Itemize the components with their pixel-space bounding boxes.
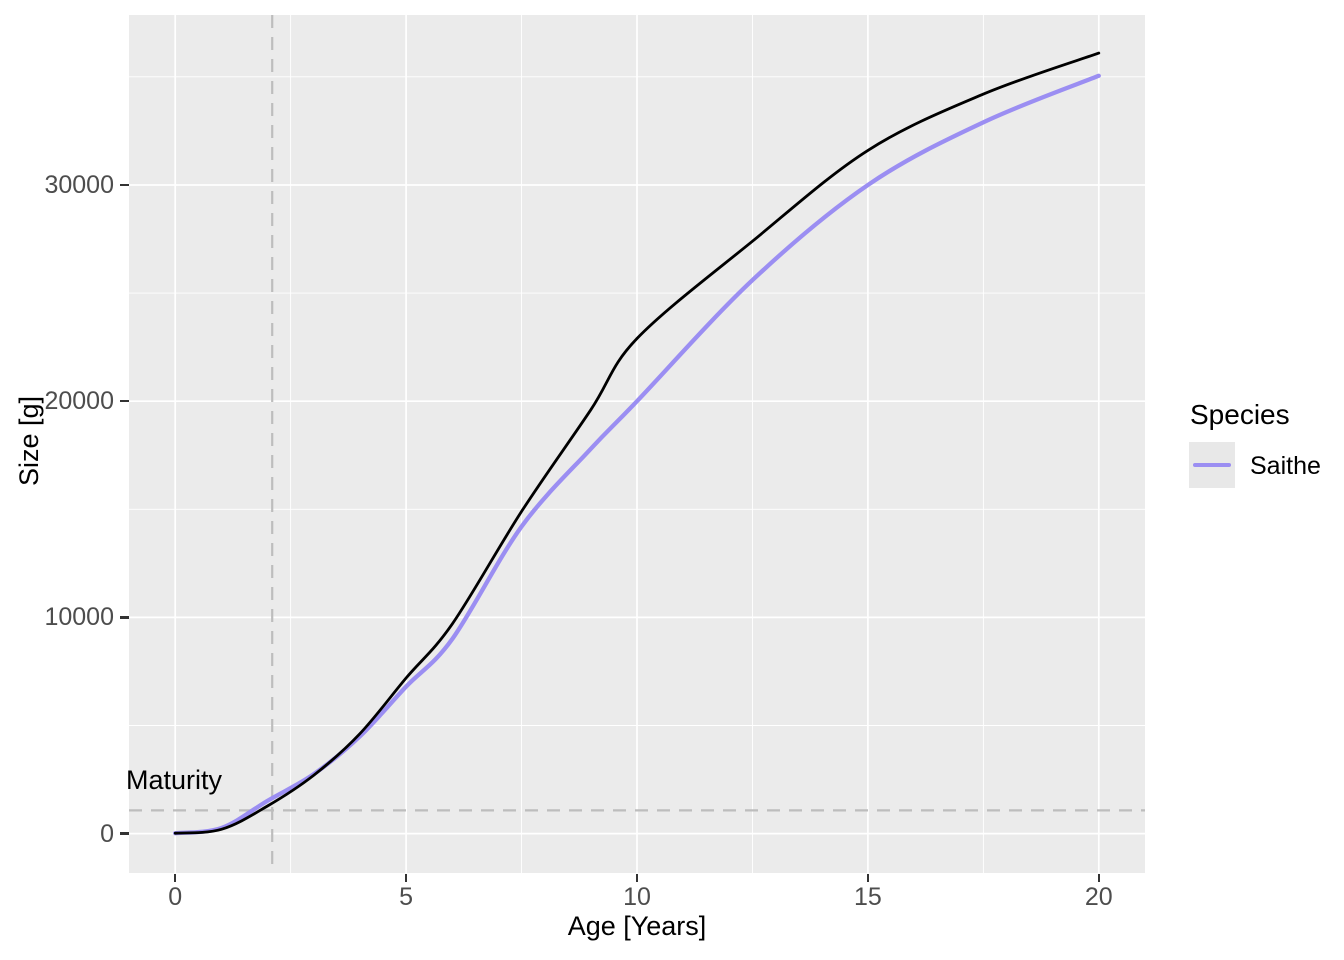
- x-tick-label: 20: [1084, 883, 1113, 911]
- legend-key: [1189, 442, 1235, 488]
- y-tick-label: 10000: [44, 603, 114, 632]
- growth-curve: [173, 51, 1101, 835]
- x-axis-title: Age [Years]: [567, 911, 707, 941]
- y-tick-label: 20000: [44, 387, 114, 416]
- x-tick-label: 5: [399, 883, 414, 911]
- x-tick-mark: [173, 874, 177, 882]
- x-tick-mark: [404, 874, 408, 882]
- x-tick-mark: [866, 874, 870, 882]
- plot-panel: [129, 15, 1145, 873]
- x-tick-mark: [1097, 874, 1101, 882]
- y-tick-mark: [120, 399, 129, 403]
- growth-curve-saithe: [173, 73, 1101, 836]
- x-tick-label: 10: [623, 883, 651, 911]
- saithe-line-swatch: [1193, 462, 1231, 468]
- y-tick-mark: [120, 832, 129, 835]
- legend-title: Species: [1190, 399, 1290, 430]
- x-tick-label: 15: [854, 883, 882, 911]
- x-tick-label: 0: [168, 883, 183, 911]
- y-tick-mark: [120, 616, 129, 619]
- legend-label-saithe: Saithe: [1250, 452, 1321, 480]
- maturity-annotation: Maturity: [126, 765, 223, 795]
- x-tick-mark: [635, 874, 639, 882]
- y-tick-label: 0: [100, 819, 114, 848]
- y-tick-label: 30000: [44, 170, 114, 199]
- y-axis-title: Size [g]: [14, 395, 44, 487]
- y-tick-mark: [120, 183, 129, 187]
